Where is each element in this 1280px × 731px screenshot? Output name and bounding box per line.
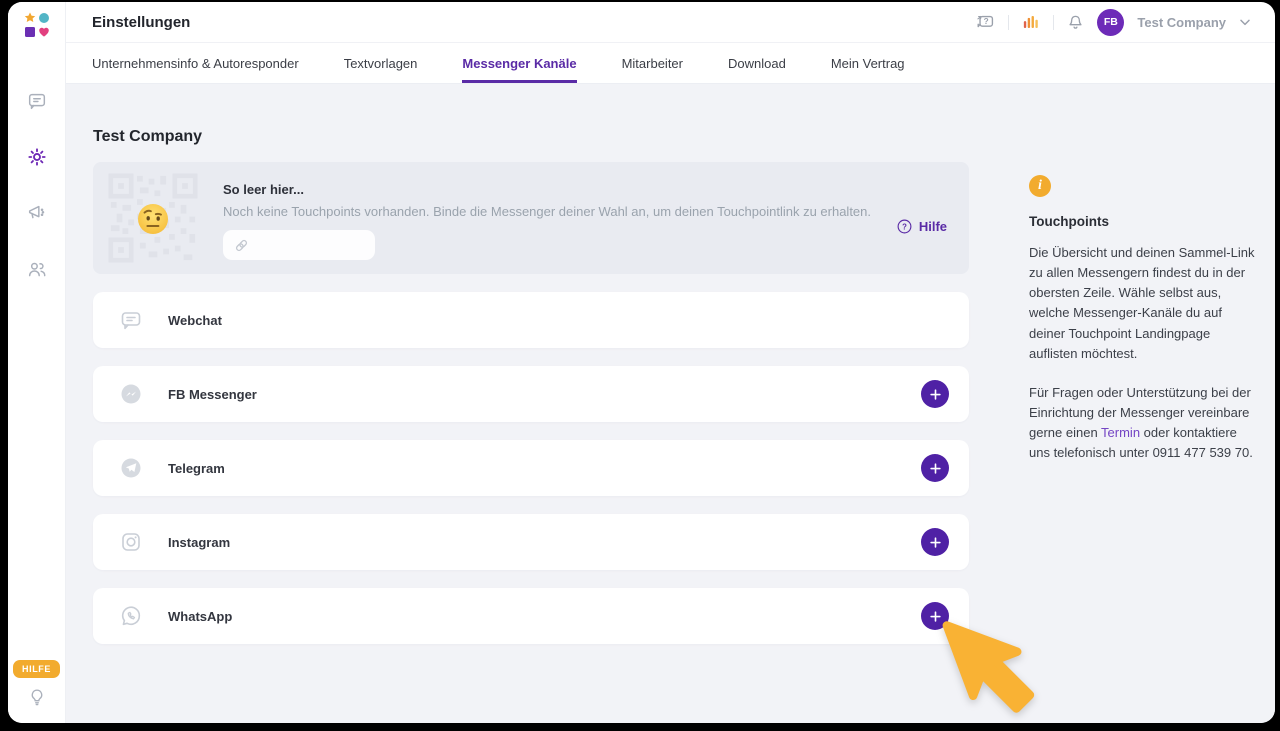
empty-state-title: So leer hier... [223,182,304,197]
main-area: Einstellungen ? [66,2,1275,723]
touchpoint-link-field[interactable] [223,230,375,260]
gear-icon[interactable] [26,146,48,168]
logo-square-icon [24,27,35,37]
add-whatsapp-button[interactable] [921,602,949,630]
channel-name: FB Messenger [168,386,257,402]
info-icon: i [1029,175,1051,197]
company-name: Test Company [1137,14,1226,30]
help-badge[interactable]: HILFE [13,660,60,678]
plus-icon [929,462,941,474]
info-paragraph-2-text: Für Fragen oder Unterstützung bei der Ei… [1029,384,1251,441]
empty-state-text: So leer hier... Noch keine Touchpoints v… [223,170,871,266]
app-logo-icon[interactable] [24,12,50,38]
lightbulb-icon[interactable] [26,685,48,709]
info-paragraph-2-text: oder kontaktiere uns telefonisch unter 0… [1029,425,1253,461]
page-title: Einstellungen [92,13,191,31]
content-area: Test Company [66,84,1275,723]
chat-bubble-icon[interactable] [26,90,48,112]
tab-mitarbeiter[interactable]: Mitarbeiter [621,55,683,71]
question-circle-icon: ? [897,219,912,234]
feedback-icon[interactable]: ? [975,11,997,33]
chevron-down-icon[interactable] [1237,14,1253,30]
channel-row-telegram[interactable]: Telegram [93,440,969,496]
plus-icon [929,388,941,400]
svg-text:?: ? [984,17,989,26]
add-instagram-button[interactable] [921,528,949,556]
notifications-bell-icon[interactable] [1065,12,1086,33]
left-sidebar: HILFE [8,2,66,723]
channel-name: Instagram [168,534,231,550]
link-icon [235,239,248,251]
add-telegram-button[interactable] [921,454,949,482]
svg-text:?: ? [902,222,907,231]
info-panel-title: Touchpoints [1029,214,1109,229]
tab-mein-vertrag[interactable]: Mein Vertrag [830,55,905,71]
empty-state-description: Noch keine Touchpoints vorhanden. Binde … [223,204,872,219]
tab-unternehmensinfo[interactable]: Unternehmensinfo & Autoresponder [92,55,299,71]
users-icon[interactable] [26,258,48,280]
topbar-actions: ? FB Test Company [975,8,1253,36]
channel-name: Telegram [168,460,225,476]
add-fb-messenger-button[interactable] [921,380,949,408]
touchpoints-empty-state: So leer hier... Noch keine Touchpoints v… [93,162,969,274]
info-paragraph-1: Die Übersicht und deinen Sammel-Link zu … [1029,245,1255,361]
channel-row-webchat[interactable]: Webchat [93,292,969,348]
sidebar-bottom: HILFE [13,660,60,723]
channel-name: Webchat [168,312,222,328]
plus-icon [929,610,941,622]
info-panel: i Touchpoints Die Übersicht und deinen S… [1029,84,1255,723]
settings-tabbar: Unternehmensinfo & Autoresponder Textvor… [66,42,1275,84]
logo-star-icon [24,12,35,22]
sidebar-nav [26,90,48,280]
divider [1053,14,1055,30]
tab-textvorlagen[interactable]: Textvorlagen [343,55,418,71]
hilfe-link-label: Hilfe [918,219,947,234]
channel-row-instagram[interactable]: Instagram [93,514,969,570]
channel-name: WhatsApp [168,608,233,624]
analytics-bars-icon[interactable] [1020,11,1042,33]
company-heading: Test Company [93,128,203,145]
plus-icon [929,536,941,548]
channel-row-whatsapp[interactable]: WhatsApp [93,588,969,644]
logo-heart-icon [38,27,49,37]
info-paragraph-2: Für Fragen oder Unterstützung bei der Ei… [1029,383,1255,464]
divider [1008,14,1010,30]
avatar[interactable]: FB [1097,8,1125,36]
tab-download[interactable]: Download [728,55,786,71]
webchat-icon [121,312,141,330]
app-window: HILFE Einstellungen ? [8,2,1275,723]
messenger-icon [121,384,141,404]
telegram-icon [121,458,141,478]
hilfe-link[interactable]: ? Hilfe [896,170,947,266]
instagram-icon [122,533,140,551]
raised-eyebrow-emoji-icon [138,204,168,234]
megaphone-icon[interactable] [26,202,48,224]
tab-messenger-kanaele[interactable]: Messenger Kanäle [462,43,577,83]
channels-column: Test Company [93,84,969,723]
channel-row-fb-messenger[interactable]: FB Messenger [93,366,969,422]
whatsapp-icon [121,606,141,626]
logo-circle-icon [38,13,49,23]
termin-link[interactable]: Termin [1101,425,1141,441]
topbar: Einstellungen ? [66,2,1275,42]
qr-code-preview [105,170,201,266]
